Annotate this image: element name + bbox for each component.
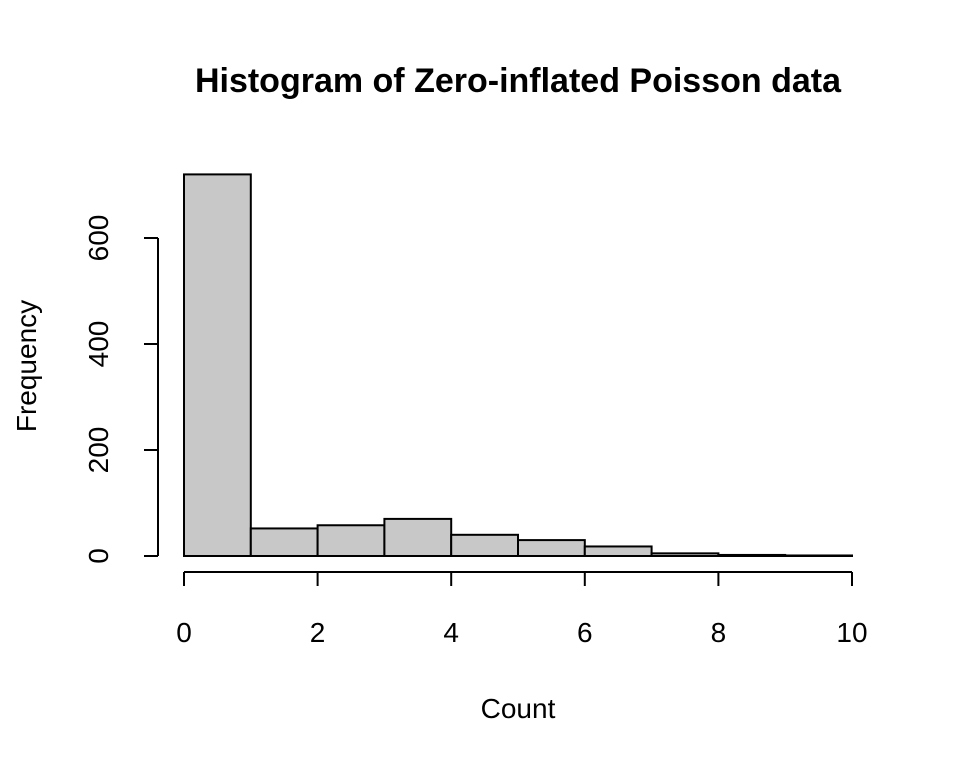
histogram-bar-2 [316,524,386,558]
histogram-bar-0 [183,173,252,557]
x-tick-label-3: 6 [577,617,593,648]
x-tick-label-5: 10 [836,617,867,648]
x-tick-label-2: 4 [443,617,459,648]
histogram-bar-7 [650,552,720,557]
x-tick-label-0: 0 [176,617,192,648]
x-axis-label: Count [481,693,556,724]
bars-group [183,173,854,558]
histogram-bar-3 [383,517,453,558]
y-tick-label-1: 200 [83,427,114,474]
x-tick-label-1: 2 [310,617,326,648]
y-tick-label-3: 600 [83,215,114,262]
x-tick-label-4: 8 [711,617,727,648]
histogram-bar-4 [450,533,520,557]
y-tick-label-2: 400 [83,321,114,368]
histogram-bar-5 [517,539,586,557]
histogram-bar-1 [249,527,319,558]
y-axis: 0 200 400 600 [83,215,159,564]
y-axis-label: Frequency [11,300,42,432]
histogram-bar-9 [784,554,854,557]
x-axis: 0 2 4 6 8 10 [176,571,868,648]
histogram-bar-8 [717,553,787,558]
histogram-bar-6 [583,545,653,558]
y-tick-label-0: 0 [83,548,114,564]
chart-title: Histogram of Zero-inflated Poisson data [195,62,842,100]
